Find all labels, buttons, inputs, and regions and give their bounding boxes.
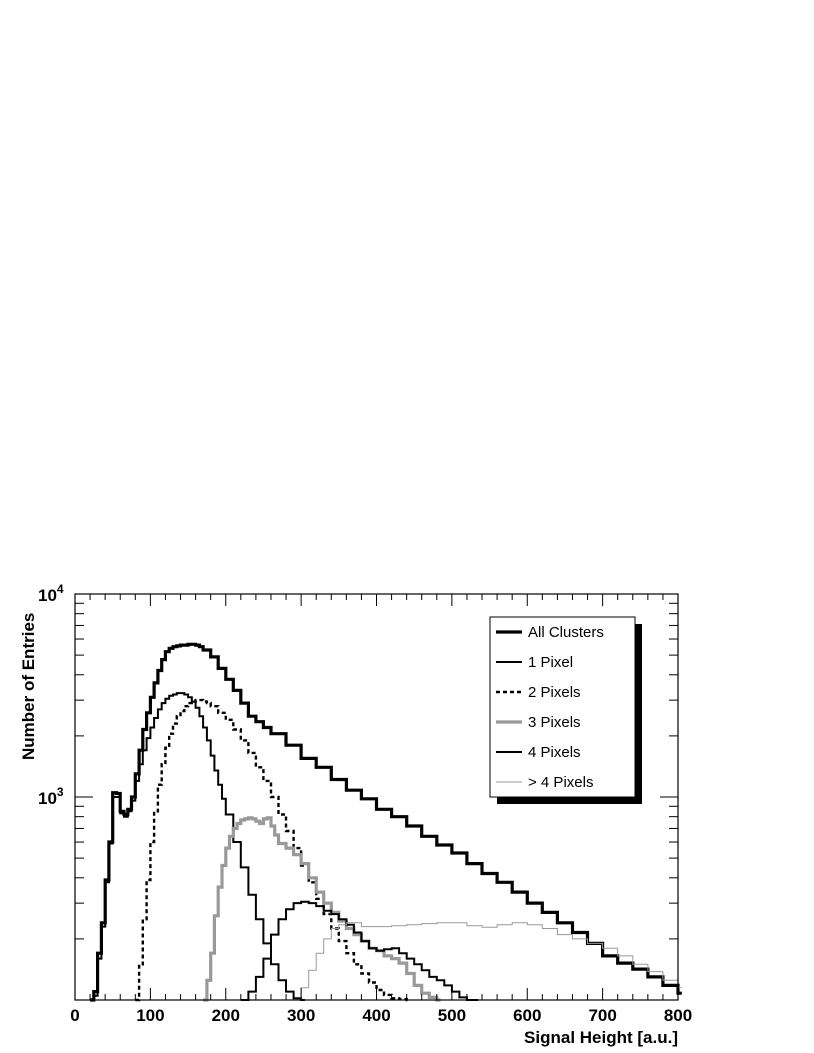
legend-label-3: 3 Pixels	[528, 714, 581, 731]
legend-label-1: 1 Pixel	[528, 654, 573, 671]
x-tick-label-4: 400	[362, 1006, 390, 1025]
y-tick-label-1: 104	[38, 582, 64, 605]
legend: All Clusters 1 Pixel 2 Pixels 3 Pixels 4 Pix…	[489, 616, 642, 804]
series-line-5	[293, 922, 682, 1001]
legend-label-5: > 4 Pixels	[528, 774, 593, 791]
series-line-4	[240, 900, 479, 1001]
y-axis-title: Number of Entries	[19, 613, 38, 760]
series-line-3	[203, 816, 441, 1002]
axis-layer: 0 100 200 300 400 500 600 700 800 103 104	[38, 582, 692, 1025]
x-tick-label-3: 300	[287, 1006, 315, 1025]
x-tick-label-8: 800	[664, 1006, 692, 1025]
x-tick-label-7: 700	[588, 1006, 616, 1025]
x-tick-label-5: 500	[438, 1006, 466, 1025]
legend-label-2: 2 Pixels	[528, 684, 581, 701]
series-line-1	[90, 692, 305, 1001]
series-layer	[90, 642, 682, 1002]
legend-label-4: 4 Pixels	[528, 744, 581, 761]
x-tick-label-6: 600	[513, 1006, 541, 1025]
y-tick-label-0: 103	[38, 785, 64, 808]
x-axis-title: Signal Height [a.u.]	[524, 1028, 678, 1047]
legend-box	[489, 616, 636, 798]
x-tick-label-1: 100	[136, 1006, 164, 1025]
series-line-2	[135, 698, 411, 1002]
x-tick-label-2: 200	[212, 1006, 240, 1025]
series-line-0	[90, 642, 682, 1002]
legend-label-0: All Clusters	[528, 624, 604, 641]
x-tick-label-0: 0	[70, 1006, 79, 1025]
